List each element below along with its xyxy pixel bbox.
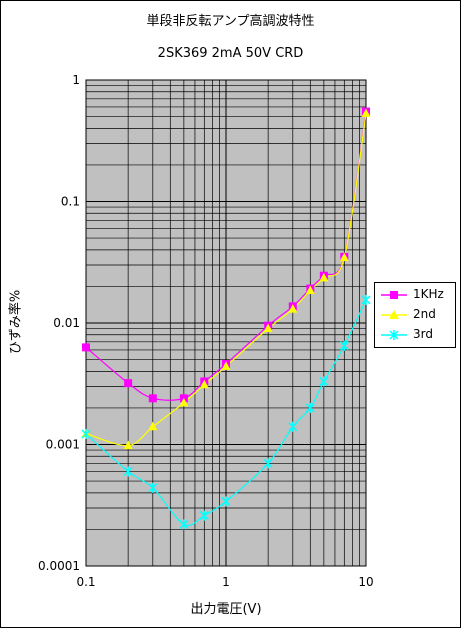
data-point-3rd: [339, 340, 349, 351]
y-tick-label: 0.0001: [38, 559, 80, 573]
data-point-2nd: [199, 379, 209, 389]
legend-label-1khz: 1KHz: [413, 287, 444, 301]
data-point-2nd: [339, 252, 349, 262]
x-tick-label: 0.1: [76, 575, 95, 589]
data-point-3rd: [288, 421, 298, 432]
data-point-3rd: [123, 466, 133, 477]
grid-lines: [85, 79, 367, 567]
data-point-3rd: [81, 429, 91, 440]
y-tick-label: 0.01: [53, 316, 80, 330]
chart-title: 単段非反転アンプ高調波特性: [146, 14, 315, 29]
data-point-1khz: [124, 379, 133, 388]
data-point-2nd: [148, 421, 158, 431]
y-tick-label: 0.1: [61, 195, 80, 209]
series-markers: [81, 107, 371, 530]
data-point-1khz: [82, 343, 90, 352]
data-point-3rd: [221, 496, 231, 507]
data-point-3rd: [319, 376, 329, 387]
y-axis-label: ひずみ率%: [8, 289, 24, 355]
data-point-2nd: [288, 304, 298, 313]
data-point-3rd: [179, 519, 189, 530]
legend-swatch-1khz: [381, 291, 407, 299]
plot-border: [85, 79, 367, 567]
axis-tick-labels: 0.1 1 10 1 0.1 0.01 0.001 0.0001: [38, 73, 374, 589]
data-point-3rd: [263, 458, 273, 469]
data-point-2nd: [123, 440, 133, 450]
legend-swatch-2nd: [381, 310, 407, 319]
x-tick-label: 10: [358, 575, 373, 589]
data-point-2nd: [263, 323, 273, 333]
data-point-2nd: [361, 108, 371, 118]
x-tick-label: 1: [222, 575, 230, 589]
legend: 1KHz 2nd 3rd: [374, 282, 456, 348]
y-tick-label: 0.001: [46, 438, 80, 452]
data-point-2nd: [179, 397, 189, 407]
data-point-2nd: [319, 272, 329, 282]
legend-swatch-3rd: [381, 330, 407, 340]
chart-subtitle: 2SK369 2mA 50V CRD: [157, 46, 304, 61]
data-point-2nd: [221, 361, 231, 370]
data-point-3rd: [305, 402, 315, 413]
data-point-3rd: [199, 510, 209, 521]
data-point-2nd: [305, 285, 315, 295]
data-point-3rd: [148, 482, 158, 493]
data-point-1khz: [148, 394, 157, 403]
data-point-3rd: [361, 294, 371, 305]
y-tick-label: 1: [72, 73, 80, 87]
legend-label-2nd: 2nd: [413, 307, 436, 321]
x-axis-label: 出力電圧(V): [190, 602, 262, 617]
legend-label-3rd: 3rd: [413, 327, 433, 341]
